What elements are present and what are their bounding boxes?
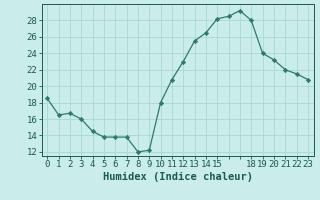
X-axis label: Humidex (Indice chaleur): Humidex (Indice chaleur): [103, 172, 252, 182]
